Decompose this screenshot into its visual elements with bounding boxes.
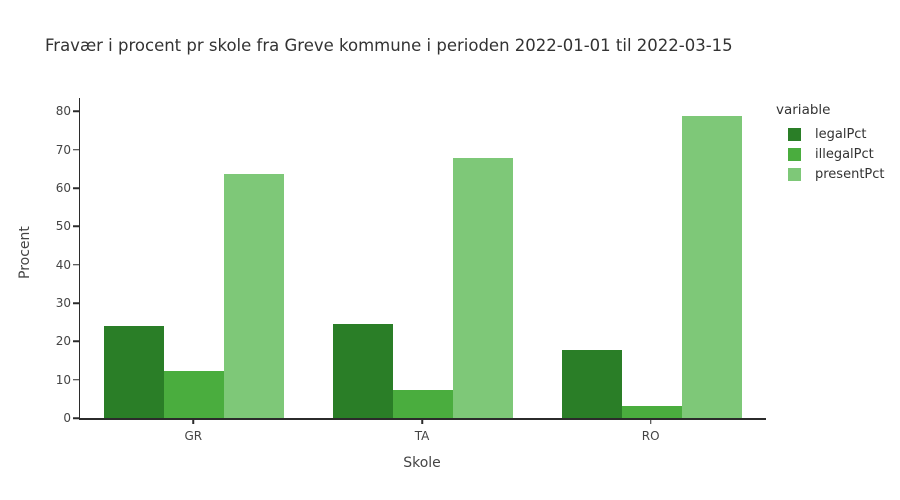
y-tick-label-0: 0 xyxy=(63,411,71,425)
y-tick-mark xyxy=(73,110,79,113)
y-tick-mark xyxy=(73,417,79,419)
legend-item-presentPct[interactable]: presentPct xyxy=(776,164,896,184)
y-tick-mark xyxy=(73,378,79,381)
x-tick-label-gr: GR xyxy=(184,429,203,443)
y-tick-mark xyxy=(73,263,79,266)
y-tick-mark xyxy=(73,148,79,151)
legend-title: variable xyxy=(776,102,831,118)
y-axis-title-text: Procent xyxy=(17,226,33,279)
bar-gr-presentPct[interactable] xyxy=(224,174,285,418)
y-tick-mark xyxy=(73,340,79,343)
legend-swatch-illegalPct xyxy=(788,147,801,161)
y-tick-label-20: 20 xyxy=(55,334,71,349)
bar-ro-illegalPct[interactable] xyxy=(621,406,682,418)
x-tick-mark xyxy=(649,419,652,424)
legend: variable legalPct illegalPct presentPct xyxy=(776,102,896,184)
bar-ta-legalPct[interactable] xyxy=(333,324,393,418)
legend-label-presentPct: presentPct xyxy=(815,166,885,182)
y-tick-mark xyxy=(73,302,79,304)
plot-area[interactable] xyxy=(79,98,766,420)
legend-label-illegalPct: illegalPct xyxy=(815,146,874,162)
y-tick-label-50: 50 xyxy=(55,219,71,234)
x-tick-mark xyxy=(192,419,195,424)
legend-item-legalPct[interactable]: legalPct xyxy=(776,124,896,144)
legend-swatch-presentPct xyxy=(788,167,801,181)
y-tick-label-10: 10 xyxy=(55,372,71,387)
bar-ro-legalPct[interactable] xyxy=(561,349,622,418)
bar-ta-presentPct[interactable] xyxy=(453,157,513,418)
legend-label-legalPct: legalPct xyxy=(815,126,867,142)
x-axis-title: Skole xyxy=(403,455,441,471)
x-tick-label-ta: TA xyxy=(414,429,430,443)
bar-gr-illegalPct[interactable] xyxy=(164,371,225,418)
chart-title: Fravær i procent pr skole fra Greve komm… xyxy=(45,36,733,55)
bar-ta-illegalPct[interactable] xyxy=(393,390,453,418)
legend-swatch-legalPct xyxy=(788,127,801,141)
y-tick-mark xyxy=(73,225,79,228)
legend-item-illegalPct[interactable]: illegalPct xyxy=(776,144,896,164)
y-tick-label-80: 80 xyxy=(55,104,71,119)
x-tick-mark xyxy=(421,419,423,424)
y-tick-label-40: 40 xyxy=(55,257,71,272)
x-tick-label-ro: RO xyxy=(641,429,660,443)
y-tick-label-30: 30 xyxy=(55,296,71,311)
legend-items: legalPct illegalPct presentPct xyxy=(776,124,896,184)
y-tick-label-70: 70 xyxy=(55,142,71,157)
y-axis-title: Procent xyxy=(17,226,33,279)
y-tick-label-60: 60 xyxy=(55,181,71,196)
bar-ro-presentPct[interactable] xyxy=(681,115,742,418)
y-tick-mark xyxy=(73,187,79,189)
bar-gr-legalPct[interactable] xyxy=(104,325,165,418)
